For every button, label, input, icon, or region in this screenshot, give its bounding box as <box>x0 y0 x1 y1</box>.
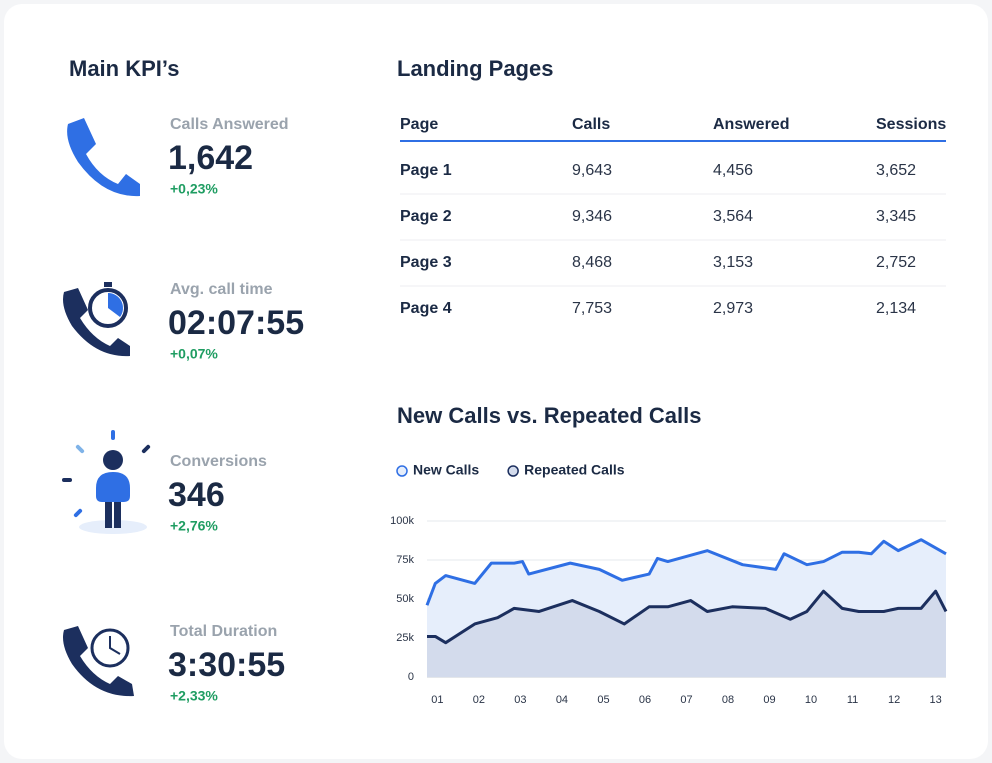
table-cell: Page 2 <box>400 208 452 225</box>
x-tick-label: 07 <box>680 694 692 706</box>
column-header: Sessions <box>876 116 946 133</box>
table-title: Landing Pages <box>397 56 553 81</box>
table-cell: 3,564 <box>713 208 753 225</box>
kpi-value: 346 <box>168 476 225 514</box>
kpi-change: +0,23% <box>170 181 218 197</box>
x-tick-label: 05 <box>597 694 609 706</box>
kpi-change: +2,76% <box>170 518 218 534</box>
area <box>427 591 946 677</box>
x-tick-label: 04 <box>556 694 568 706</box>
phone-icon <box>67 118 140 197</box>
kpi-title: Main KPI’s <box>69 56 179 81</box>
table-cell: Page 1 <box>400 162 452 179</box>
kpi-value: 02:07:55 <box>168 304 304 342</box>
x-tick-label: 12 <box>888 694 900 706</box>
legend-label: Repeated Calls <box>524 462 625 478</box>
table-cell: 7,753 <box>572 300 612 317</box>
table-cell: 8,468 <box>572 254 612 271</box>
x-tick-label: 06 <box>639 694 651 706</box>
column-header: Calls <box>572 116 610 133</box>
x-tick-label: 03 <box>514 694 526 706</box>
kpi-value: 1,642 <box>168 139 253 177</box>
x-tick-label: 10 <box>805 694 817 706</box>
x-tick-label: 08 <box>722 694 734 706</box>
table-cell: 2,752 <box>876 254 916 271</box>
table-cell: 3,345 <box>876 208 916 225</box>
column-header: Page <box>400 116 438 133</box>
kpi-change: +2,33% <box>170 688 218 704</box>
legend-swatch <box>396 465 408 477</box>
call-time-icon <box>63 282 130 357</box>
table-cell: 9,643 <box>572 162 612 179</box>
table-cell: 2,134 <box>876 300 916 317</box>
table-cell: Page 3 <box>400 254 452 271</box>
table-cell: 3,652 <box>876 162 916 179</box>
x-tick-label: 02 <box>473 694 485 706</box>
table-cell: 2,973 <box>713 300 753 317</box>
legend-swatch <box>507 465 519 477</box>
y-tick-label: 0 <box>408 671 414 683</box>
kpi-label: Conversions <box>170 453 267 470</box>
table-cell: 3,153 <box>713 254 753 271</box>
table-cell: 9,346 <box>572 208 612 225</box>
x-tick-label: 11 <box>847 694 858 706</box>
chart-title: New Calls vs. Repeated Calls <box>397 403 701 428</box>
x-tick-label: 13 <box>929 694 941 706</box>
y-tick-label: 75k <box>396 554 414 566</box>
table-cell: 4,456 <box>713 162 753 179</box>
kpi-label: Calls Answered <box>170 116 289 133</box>
column-header: Answered <box>713 116 789 133</box>
conversion-icon <box>62 430 151 534</box>
line <box>427 589 948 645</box>
line <box>425 538 947 606</box>
kpi-value: 3:30:55 <box>168 646 285 684</box>
x-tick-label: 09 <box>763 694 775 706</box>
y-tick-label: 25k <box>396 632 414 644</box>
table-cell: Page 4 <box>400 300 452 317</box>
y-tick-label: 50k <box>396 593 414 605</box>
x-tick-label: 01 <box>431 694 443 706</box>
kpi-label: Avg. call time <box>170 281 273 298</box>
duration-icon <box>63 626 134 697</box>
kpi-change: +0,07% <box>170 346 218 362</box>
legend-label: New Calls <box>413 462 479 478</box>
y-tick-label: 100k <box>390 515 414 527</box>
kpi-label: Total Duration <box>170 623 277 640</box>
